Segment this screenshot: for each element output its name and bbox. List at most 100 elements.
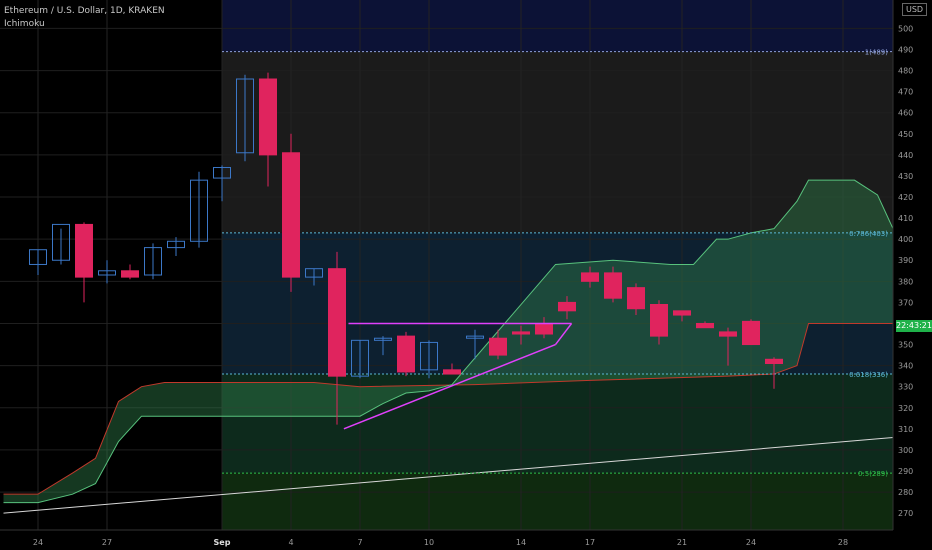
candle-up: [190, 171, 208, 248]
candle-body: [627, 287, 645, 310]
candle-body: [673, 310, 691, 316]
zone-lower: [222, 374, 893, 474]
candle-up: [213, 165, 231, 202]
candle-down: [397, 331, 415, 377]
candle-body: [328, 268, 346, 377]
time-tick-label: 17: [585, 538, 595, 547]
fib-label: 0.786(403): [849, 230, 888, 238]
candle-body: [52, 223, 70, 261]
candle-up: [52, 223, 70, 265]
candle-body: [765, 358, 783, 365]
time-tick-label: 28: [838, 538, 848, 547]
candle-body: [719, 331, 737, 337]
price-tick-label: 300: [898, 446, 913, 455]
span-b-line: [3, 179, 897, 504]
candle-body: [742, 320, 760, 346]
time-tick-label: 10: [424, 538, 434, 547]
candle-down: [673, 310, 691, 322]
candle-body: [75, 223, 93, 278]
candle-body: [259, 78, 277, 156]
candle-down: [282, 133, 300, 292]
candle-down: [558, 296, 576, 320]
currency-badge[interactable]: USD: [902, 3, 928, 16]
time-axis[interactable]: 24 27 Sep 4 7 10 14 17 21 24 28: [0, 529, 932, 550]
time-axis-bg: [0, 530, 932, 550]
price-tick-label: 270: [898, 509, 913, 518]
candle-body: [351, 339, 369, 377]
candle-body: [397, 335, 415, 373]
candle-body: [535, 322, 553, 335]
trendlines[interactable]: [343, 322, 573, 430]
candle-down: [719, 327, 737, 366]
candle-down: [443, 363, 461, 375]
candle-body: [29, 249, 47, 265]
price-tick-label: 290: [898, 467, 913, 476]
price-tick-label: 490: [898, 46, 913, 55]
candle-body: [696, 322, 714, 329]
candle-body: [466, 335, 484, 339]
candle-body: [144, 247, 162, 276]
candle-up: [420, 340, 438, 379]
candle-body: [190, 179, 208, 242]
candles[interactable]: [29, 72, 783, 425]
candle-body: [558, 301, 576, 312]
price-tick-label: 320: [898, 404, 913, 413]
candle-up: [98, 260, 116, 284]
time-tick-label: 27: [102, 538, 112, 547]
price-tick-label: 430: [898, 172, 913, 181]
price-tick-label: 280: [898, 488, 913, 497]
fib-label: 0.5(289): [858, 470, 888, 478]
zone-bottom: [222, 473, 893, 530]
time-tick-label: 4: [288, 538, 293, 547]
candle-down: [650, 300, 668, 345]
trendline: [554, 323, 573, 346]
candle-up: [351, 339, 369, 379]
price-tick-label: 470: [898, 88, 913, 97]
candle-body: [121, 270, 139, 278]
candle-body: [443, 369, 461, 375]
candle-down: [75, 222, 93, 303]
candle-down: [627, 283, 645, 316]
candle-down: [696, 321, 714, 329]
zone-upper: [222, 51, 893, 233]
candle-up: [144, 243, 162, 280]
background-zones: [222, 0, 893, 530]
price-tick-label: 500: [898, 24, 913, 33]
fibonacci-levels: 1(489) 0.786(403) 0.618(336) 0.5(289): [222, 49, 893, 478]
price-tick-label: 310: [898, 425, 913, 434]
price-tick-label: 460: [898, 109, 913, 118]
candle-up: [167, 237, 185, 257]
candle-body: [650, 304, 668, 337]
moving-average: [3, 436, 896, 514]
cloud-fill: [3, 180, 896, 503]
price-tick-label: 420: [898, 193, 913, 202]
price-tick-label: 480: [898, 67, 913, 76]
price-tick-label: 380: [898, 277, 913, 286]
candle-down: [742, 319, 760, 346]
price-axis-bg: [893, 0, 932, 550]
candle-body: [581, 272, 599, 282]
candle-body: [282, 152, 300, 278]
price-tick-label: 350: [898, 341, 913, 350]
candle-up: [374, 336, 392, 356]
candle-body: [98, 270, 116, 276]
candle-up: [29, 249, 47, 275]
candle-body: [236, 78, 254, 154]
zone-top: [222, 0, 893, 52]
candle-down: [581, 266, 599, 288]
indicator-label[interactable]: Ichimoku: [4, 19, 45, 29]
fib-label: 0.618(336): [849, 371, 888, 379]
candle-body: [374, 337, 392, 341]
price-tick-label: 400: [898, 235, 913, 244]
candle-body: [604, 272, 622, 299]
symbol-title: Ethereum / U.S. Dollar, 1D, KRAKEN: [4, 6, 165, 16]
candle-down: [328, 251, 346, 425]
price-axis[interactable]: 2702802903003103203303403503603703803904…: [892, 0, 932, 550]
time-tick-label: Sep: [214, 538, 231, 547]
price-tick-label: 330: [898, 383, 913, 392]
price-tick-label: 440: [898, 151, 913, 160]
candle-body: [512, 331, 530, 335]
price-tick-label: 370: [898, 298, 913, 307]
candle-body: [489, 337, 507, 356]
